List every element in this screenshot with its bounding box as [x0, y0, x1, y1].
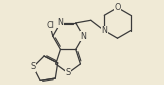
Text: N: N	[81, 32, 86, 41]
Text: N: N	[101, 26, 107, 35]
Text: S: S	[31, 62, 36, 71]
Text: O: O	[114, 3, 121, 12]
Text: Cl: Cl	[46, 21, 54, 30]
Text: N: N	[58, 18, 63, 27]
Text: S: S	[65, 68, 71, 77]
